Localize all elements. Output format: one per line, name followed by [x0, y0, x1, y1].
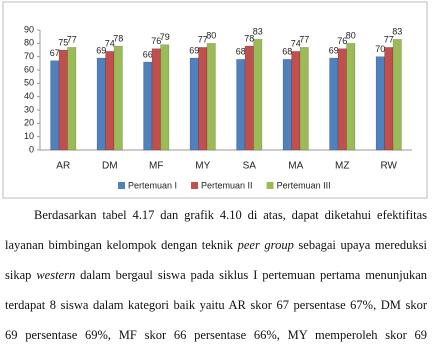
value-label: 79	[160, 32, 170, 42]
text-span: western	[36, 268, 76, 282]
y-tick-label: 10	[24, 131, 34, 141]
legend-swatch	[191, 182, 199, 189]
bar	[50, 60, 60, 151]
bar	[236, 59, 246, 151]
legend-label: Pertemuan I	[128, 180, 177, 190]
text-span: layanan bimbingan kelompok dengan teknik	[5, 238, 238, 252]
bar	[143, 61, 153, 151]
y-tick-label: 70	[24, 51, 34, 61]
bar	[253, 39, 263, 151]
text-span: dalam bergaul siswa pada siklus I pertem…	[75, 268, 427, 282]
value-label: 78	[113, 33, 123, 43]
legend-label: Pertemuan II	[201, 180, 253, 190]
text-span: 69 persentase 69%, MF skor 66 persentase…	[5, 328, 427, 342]
value-label: 70	[375, 44, 385, 54]
bar	[151, 48, 161, 151]
bar	[96, 57, 106, 151]
page: 0 10 20 30 40 50 60 70 80 90 AR 67 75 77 DM 69 74 78 MF 66 7…	[2, 1, 428, 342]
y-tick-label: 90	[24, 24, 34, 34]
bar	[189, 57, 199, 151]
y-tick-label: 0	[29, 144, 34, 154]
bar	[282, 59, 292, 151]
bar	[67, 47, 77, 151]
bar	[392, 39, 402, 151]
text-line: layanan bimbingan kelompok dengan teknik…	[5, 233, 427, 263]
chart: 0102030405060708090AR677577DM697478MF667…	[2, 1, 428, 199]
value-label: 74	[105, 39, 115, 49]
bar	[346, 43, 356, 151]
value-label: 76	[337, 36, 347, 46]
bar	[58, 49, 68, 151]
x-tick-label: RW	[381, 161, 398, 172]
bar	[337, 48, 347, 151]
legend-swatch	[266, 182, 274, 189]
text-line: sikap western dalam bergaul siswa pada s…	[5, 263, 427, 293]
text-span: peer group	[237, 238, 294, 252]
bar	[198, 47, 208, 151]
value-label: 78	[244, 33, 254, 43]
text-span: sikap	[5, 268, 37, 282]
x-tick-label: SA	[243, 161, 257, 172]
value-label: 66	[143, 49, 153, 59]
paragraph: Berdasarkan tabel 4.17 dan grafik 4.10 d…	[5, 203, 427, 353]
bar	[160, 44, 170, 151]
value-label: 68	[236, 47, 246, 57]
x-tick-label: AR	[56, 161, 70, 172]
value-label: 83	[392, 27, 402, 37]
x-tick-label: MZ	[335, 161, 349, 172]
bar	[384, 47, 394, 151]
text-line: terdapat 8 siswa dalam kategori baik yai…	[5, 293, 427, 323]
y-tick-label: 30	[24, 104, 34, 114]
text-span: terdapat 8 siswa dalam kategori baik yai…	[5, 298, 427, 312]
text-span: Berdasarkan tabel 4.17 dan grafik 4.10 d…	[34, 208, 427, 222]
x-tick-label: DM	[102, 161, 118, 172]
bar	[244, 45, 254, 151]
value-label: 67	[50, 48, 60, 58]
value-label: 69	[96, 45, 106, 55]
value-label: 80	[206, 31, 216, 41]
value-label: 77	[299, 35, 309, 45]
legend-label: Pertemuan III	[277, 180, 331, 190]
value-label: 68	[282, 47, 292, 57]
bar	[113, 45, 123, 151]
value-label: 77	[67, 35, 77, 45]
bar	[329, 57, 339, 151]
bar	[105, 51, 115, 151]
text-span: sebagai upaya mereduksi	[293, 238, 427, 252]
y-tick-label: 80	[24, 38, 34, 48]
bar	[299, 47, 309, 151]
value-label: 77	[384, 35, 394, 45]
value-label: 75	[58, 37, 68, 47]
text-line: 69 persentase 69%, MF skor 66 persentase…	[5, 323, 427, 353]
bar	[291, 51, 301, 151]
x-tick-label: MA	[288, 161, 303, 172]
value-label: 74	[291, 39, 301, 49]
value-label: 69	[329, 45, 339, 55]
legend-swatch	[118, 182, 125, 189]
y-tick-label: 40	[24, 91, 34, 101]
value-label: 69	[189, 45, 199, 55]
y-tick-label: 60	[24, 64, 34, 74]
value-label: 80	[346, 31, 356, 41]
y-tick-label: 20	[24, 118, 34, 128]
value-label: 77	[198, 35, 208, 45]
value-label: 76	[151, 36, 161, 46]
x-tick-label: MY	[195, 161, 210, 172]
y-tick-label: 50	[24, 78, 34, 88]
bar	[375, 56, 385, 151]
x-tick-label: MF	[149, 161, 163, 172]
bar	[206, 43, 216, 151]
text-line: Berdasarkan tabel 4.17 dan grafik 4.10 d…	[5, 203, 427, 233]
value-label: 83	[253, 27, 263, 37]
